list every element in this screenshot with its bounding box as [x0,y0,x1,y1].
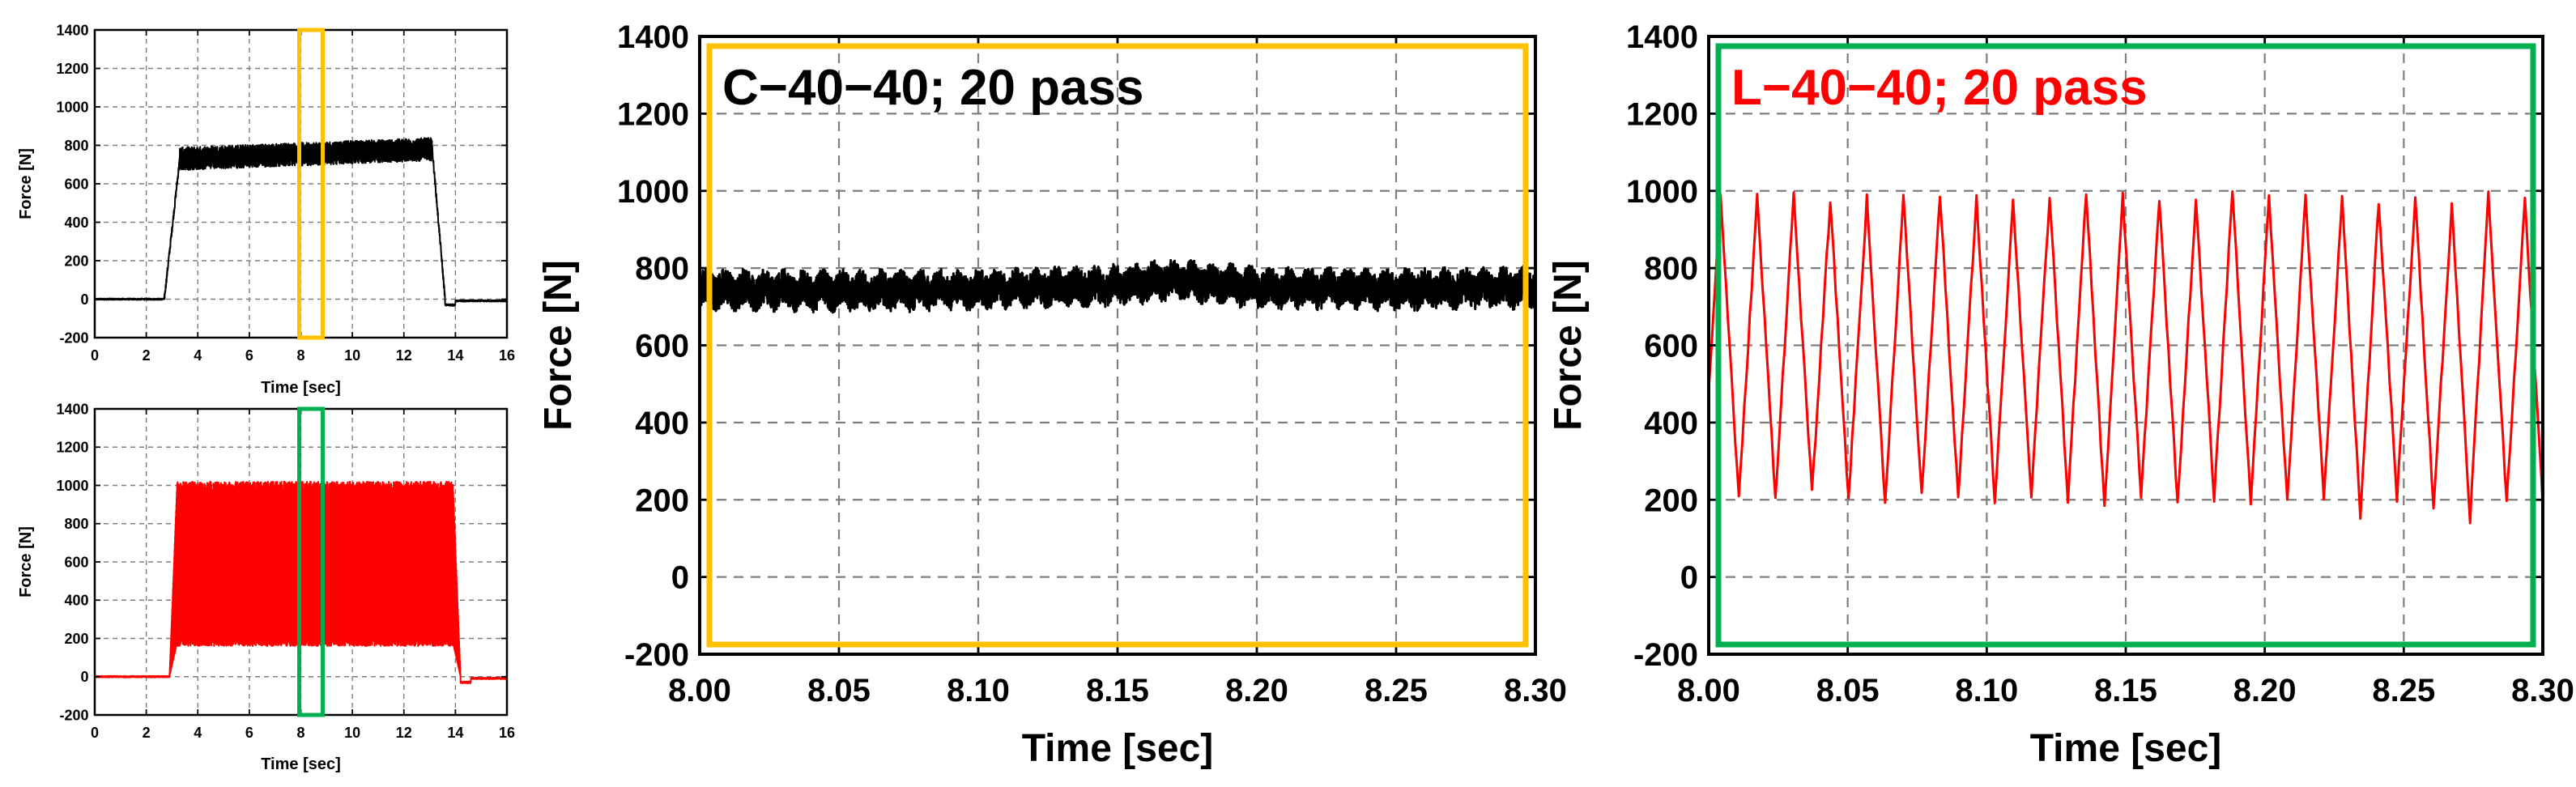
x-tick-label: 16 [499,347,515,364]
x-tick-label: 8.15 [1086,673,1149,708]
y-tick-label: 1400 [617,19,689,55]
y-tick-label: 600 [64,176,88,192]
series-line [1709,189,2543,525]
x-tick-label: 12 [396,725,412,741]
y-tick-label: 200 [635,483,689,518]
x-tick-label: 2 [143,347,151,364]
y-tick-label: -200 [624,637,689,673]
y-tick-label: 0 [671,560,689,596]
x-tick-label: 8.15 [2094,673,2157,708]
zoom-frame [1715,43,2536,648]
x-tick-label: 8.30 [1504,673,1567,708]
y-tick-label: 0 [80,291,88,308]
x-tick-label: 10 [344,347,360,364]
x-tick-label: 8.05 [1816,673,1880,708]
highlight-box [297,406,326,717]
x-tick-label: 8 [296,347,304,364]
y-tick-label: 1200 [56,61,88,77]
y-axis-label: Force [N] [1547,260,1590,431]
y-tick-label: 200 [64,253,88,269]
x-tick-label: 14 [447,347,463,364]
chart-zoom-l: 8.00 8.05 8.10 8.15 8.20 8.25 8.30 -200 0 200 400 6… [1547,19,2574,770]
chart-zoom-c: 8.00 8.05 8.10 8.15 8.20 8.25 8.30 -200 0 200 400 6… [537,19,1567,770]
y-tick-label: 200 [64,631,88,647]
y-tick-label: 400 [635,406,689,441]
y-axis-label: Force [N] [17,148,35,219]
y-tick-label: 1200 [1626,96,1698,132]
x-tick-label: 8 [296,725,304,741]
chart-title: C−40−40; 20 pass [722,60,1144,116]
y-tick-label: 800 [64,516,88,532]
x-tick-label: 14 [447,725,463,741]
y-tick-label: 800 [1644,251,1698,287]
x-tick-label: 8.10 [1955,673,2018,708]
y-axis-label: Force [N] [17,526,35,598]
series-line [700,258,1535,314]
y-tick-label: 1000 [56,478,88,494]
chart-overview-l: 0 2 4 6 8 10 12 14 16-20002004006008001000120014… [17,401,515,773]
y-tick-label: 1400 [56,22,88,38]
x-tick-label: 8.25 [2372,673,2435,708]
x-tick-label: 4 [194,725,202,741]
x-tick-label: 8.20 [1225,673,1288,708]
y-tick-label: 400 [64,215,88,231]
y-tick-label: 1200 [56,440,88,456]
y-axis-label: Force [N] [537,260,580,431]
y-tick-label: 1400 [1626,19,1698,55]
y-tick-label: 1200 [617,96,689,132]
y-tick-label: 400 [64,593,88,609]
x-axis-label: Time [sec] [2030,727,2222,770]
x-tick-label: 0 [91,725,99,741]
x-tick-label: 16 [499,725,515,741]
zoom-frame [706,43,1529,648]
y-tick-label: 1000 [1626,174,1698,210]
y-tick-label: 400 [1644,406,1698,441]
x-tick-label: 8.00 [668,673,731,708]
x-axis-label: Time [sec] [261,755,341,773]
y-tick-label: 800 [64,138,88,154]
chart-overview-c: 0 2 4 6 8 10 12 14 16-20002004006008001000120014… [17,22,515,397]
y-tick-label: 1000 [56,99,88,115]
x-tick-label: 6 [245,725,253,741]
y-tick-label: 600 [1644,329,1698,364]
chart-title: L−40−40; 20 pass [1731,60,2148,116]
y-tick-label: 600 [635,329,689,364]
x-tick-label: 0 [91,347,99,364]
y-tick-label: 0 [80,669,88,685]
y-tick-label: 1400 [56,401,88,417]
x-tick-label: 4 [194,347,202,364]
x-axis-label: Time [sec] [1022,727,1214,770]
x-tick-label: 10 [344,725,360,741]
x-tick-label: 8.05 [807,673,871,708]
x-tick-label: 6 [245,347,253,364]
x-tick-label: 8.00 [1677,673,1740,708]
y-tick-label: -200 [1633,637,1698,673]
y-tick-label: 200 [1644,483,1698,518]
x-tick-label: 12 [396,347,412,364]
y-tick-label: 800 [635,251,689,287]
x-tick-label: 8.25 [1365,673,1428,708]
x-tick-label: 8.30 [2511,673,2574,708]
y-tick-label: 0 [1680,560,1698,596]
y-tick-label: 600 [64,554,88,570]
x-tick-label: 8.20 [2233,673,2297,708]
x-axis-label: Time [sec] [261,379,341,397]
x-tick-label: 8.10 [947,673,1010,708]
highlight-box [297,28,326,340]
y-tick-label: -200 [59,707,88,723]
y-tick-label: 1000 [617,174,689,210]
y-tick-label: -200 [59,330,88,346]
x-tick-label: 2 [143,725,151,741]
